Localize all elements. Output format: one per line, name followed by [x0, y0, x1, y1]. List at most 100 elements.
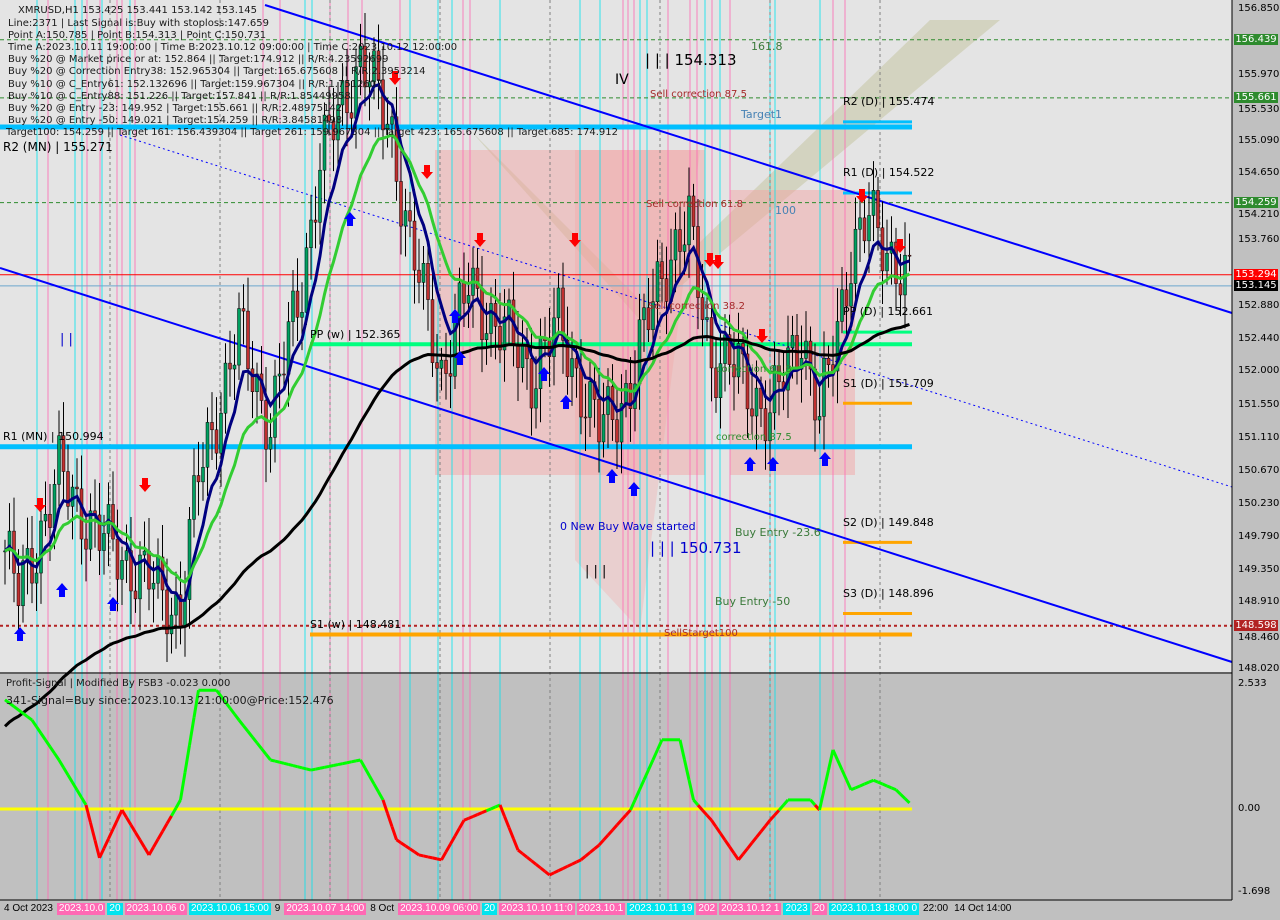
osc-segment: [125, 816, 133, 826]
candle-body: [682, 244, 687, 252]
buy-arrow-icon: [14, 627, 26, 641]
candle-body: [502, 316, 507, 351]
candle-body: [124, 550, 129, 561]
osc-segment: [827, 749, 835, 771]
time-label: 4 Oct 2023: [4, 903, 53, 914]
osc-segment: [224, 701, 232, 710]
osc-segment: [346, 760, 352, 765]
osc-segment: [35, 725, 43, 735]
osc-segment: [656, 739, 664, 751]
candle-body: [435, 362, 439, 369]
buy-arrow-icon: [538, 367, 550, 381]
price-tick: 153.760: [1238, 233, 1280, 245]
osc-segment: [683, 759, 691, 781]
candle-body: [484, 333, 489, 341]
osc-segment: [463, 816, 470, 822]
candle-body: [898, 283, 903, 296]
info-line: Time A:2023.10.11 19:00:00 | Time B:2023…: [8, 42, 458, 54]
osc-segment: [544, 870, 551, 877]
time-label: 9: [274, 903, 281, 914]
osc-segment: [642, 769, 650, 781]
osc-segment: [633, 789, 641, 801]
osc-segment: [372, 783, 380, 793]
osc-segment: [782, 798, 790, 807]
osc-segment: [22, 712, 29, 718]
watermark-logo: [470, 20, 1000, 320]
candle-body: [165, 589, 169, 635]
candle-body: [196, 475, 201, 483]
candle-body: [651, 301, 655, 331]
osc-segment: [270, 758, 276, 763]
candle-body: [615, 419, 619, 443]
osc-segment: [66, 774, 74, 784]
candle-body: [444, 359, 448, 374]
osc-segment: [390, 826, 398, 841]
buy-arrow-icon: [767, 457, 779, 471]
candle-body: [691, 195, 696, 227]
candle-body: [867, 215, 871, 242]
osc-segment: [161, 822, 169, 833]
info-line: Buy %20 @ Entry -50: 149.021 | Target:15…: [8, 114, 343, 126]
osc-segment: [472, 813, 479, 818]
osc-segment: [292, 764, 298, 769]
osc-segment: [476, 811, 483, 816]
osc-segment: [490, 805, 497, 811]
candle-body: [849, 283, 853, 307]
candle-body: [862, 217, 867, 242]
osc-segment: [877, 780, 884, 786]
candle-body: [705, 317, 709, 320]
time-label: 22:00: [923, 903, 949, 914]
osc-segment: [737, 853, 745, 861]
osc-segment: [557, 867, 564, 873]
candle-body: [192, 475, 196, 520]
info-line: Buy %20 @ Entry -23: 149.952 | Target:15…: [8, 102, 343, 114]
targets-line: Target100: 154.259 || Target 161: 156.43…: [6, 127, 618, 138]
time-label: 20: [107, 903, 123, 915]
osc-segment: [288, 763, 294, 768]
candle-body: [876, 190, 880, 229]
buy-arrow-icon: [107, 597, 119, 611]
buy-arrow-icon: [344, 212, 356, 226]
sell-arrow-icon: [34, 498, 46, 512]
candle-body: [273, 375, 277, 438]
osc-segment: [872, 778, 879, 784]
candle-body: [48, 513, 52, 528]
candle-body: [336, 104, 340, 141]
candle-body: [291, 290, 295, 322]
osc-segment: [692, 798, 700, 807]
price-tick: 148.020: [1238, 662, 1280, 674]
candle-body: [399, 181, 403, 227]
indicator-title: Profit-Signal | Modified By FSB3 -0.023 …: [6, 678, 231, 689]
candle-body: [750, 408, 754, 417]
candle-body: [835, 321, 840, 372]
osc-segment: [512, 838, 520, 851]
osc-segment: [179, 772, 187, 801]
price-tick: 154.210: [1238, 208, 1280, 220]
candle-body: [169, 614, 174, 635]
osc-segment: [219, 695, 227, 704]
osc-segment: [773, 809, 781, 817]
candle-body: [475, 267, 480, 289]
candle-body: [646, 307, 651, 331]
candle-body: [561, 287, 565, 341]
price-tick: 149.350: [1238, 563, 1280, 575]
price-tick: 155.530: [1238, 103, 1280, 115]
candle-body: [39, 520, 43, 574]
wave-c-label: | | | 150.731: [650, 539, 742, 557]
candle-body: [138, 554, 142, 600]
time-label: 2023: [783, 903, 810, 915]
osc-segment: [165, 815, 173, 825]
osc-segment: [170, 807, 178, 817]
osc-segment: [71, 781, 79, 791]
candle-body: [115, 538, 120, 580]
candle-body: [700, 297, 705, 320]
candle-body: [907, 254, 912, 257]
osc-segment: [404, 844, 411, 851]
osc-segment: [228, 707, 236, 716]
indicator-signal: 341-Signal=Buy since:2023.10.13 21:00:00…: [6, 694, 334, 707]
osc-segment: [584, 851, 591, 858]
pp-d-label: PP (D) | 152.661: [843, 305, 934, 318]
candle-body: [421, 263, 426, 283]
